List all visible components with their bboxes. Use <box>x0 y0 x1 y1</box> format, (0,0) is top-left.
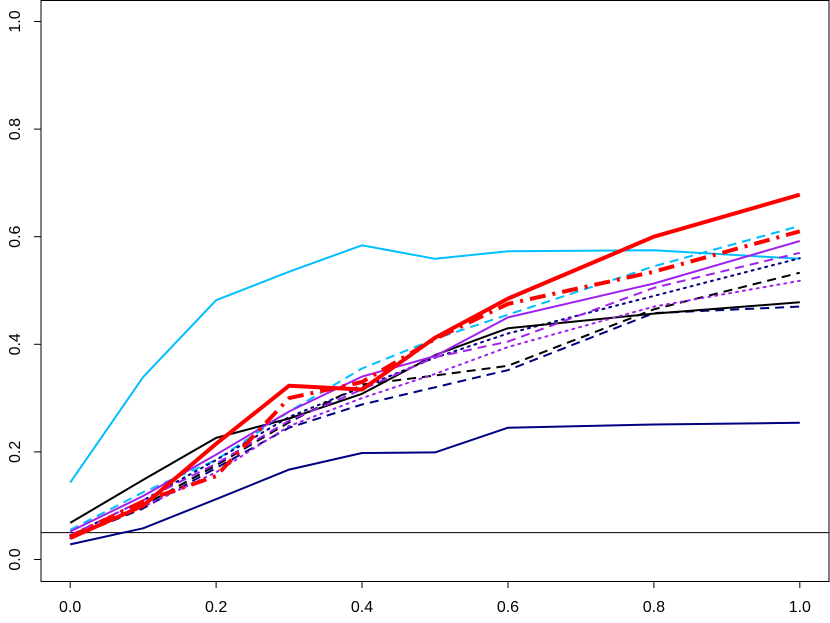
x-tick-label: 0.0 <box>59 599 81 616</box>
series-line-6 <box>69 301 800 524</box>
series-line-8 <box>69 240 801 533</box>
x-axis: 0.0 0.2 0.4 0.6 0.8 1.0 <box>59 581 811 616</box>
y-tick-label: 0.2 <box>7 441 24 463</box>
y-tick-label: 0.4 <box>7 333 24 355</box>
series-line-10 <box>69 279 801 539</box>
series-line-1 <box>69 244 800 484</box>
series-line-11 <box>69 192 801 540</box>
series-line-4 <box>69 305 800 539</box>
x-tick-label: 0.2 <box>205 599 227 616</box>
series-line-3 <box>69 421 800 546</box>
y-axis: 0.0 0.2 0.4 0.6 0.8 1.0 <box>7 10 41 571</box>
plot-border <box>40 0 830 582</box>
x-tick-label: 1.0 <box>789 599 811 616</box>
x-tick-label: 0.4 <box>351 599 373 616</box>
series-line-5 <box>69 257 801 537</box>
x-tick-label: 0.8 <box>643 599 665 616</box>
y-tick-label: 0.8 <box>7 118 24 140</box>
plot-frame <box>40 0 830 582</box>
series-line-2 <box>69 224 801 531</box>
series-line-9 <box>69 251 801 537</box>
x-tick-label: 0.6 <box>497 599 519 616</box>
series-line-12 <box>69 229 801 539</box>
y-tick-label: 0.0 <box>7 548 24 570</box>
y-tick-label: 0.6 <box>7 225 24 247</box>
series-lines <box>69 192 801 546</box>
y-tick-label: 1.0 <box>7 10 24 32</box>
